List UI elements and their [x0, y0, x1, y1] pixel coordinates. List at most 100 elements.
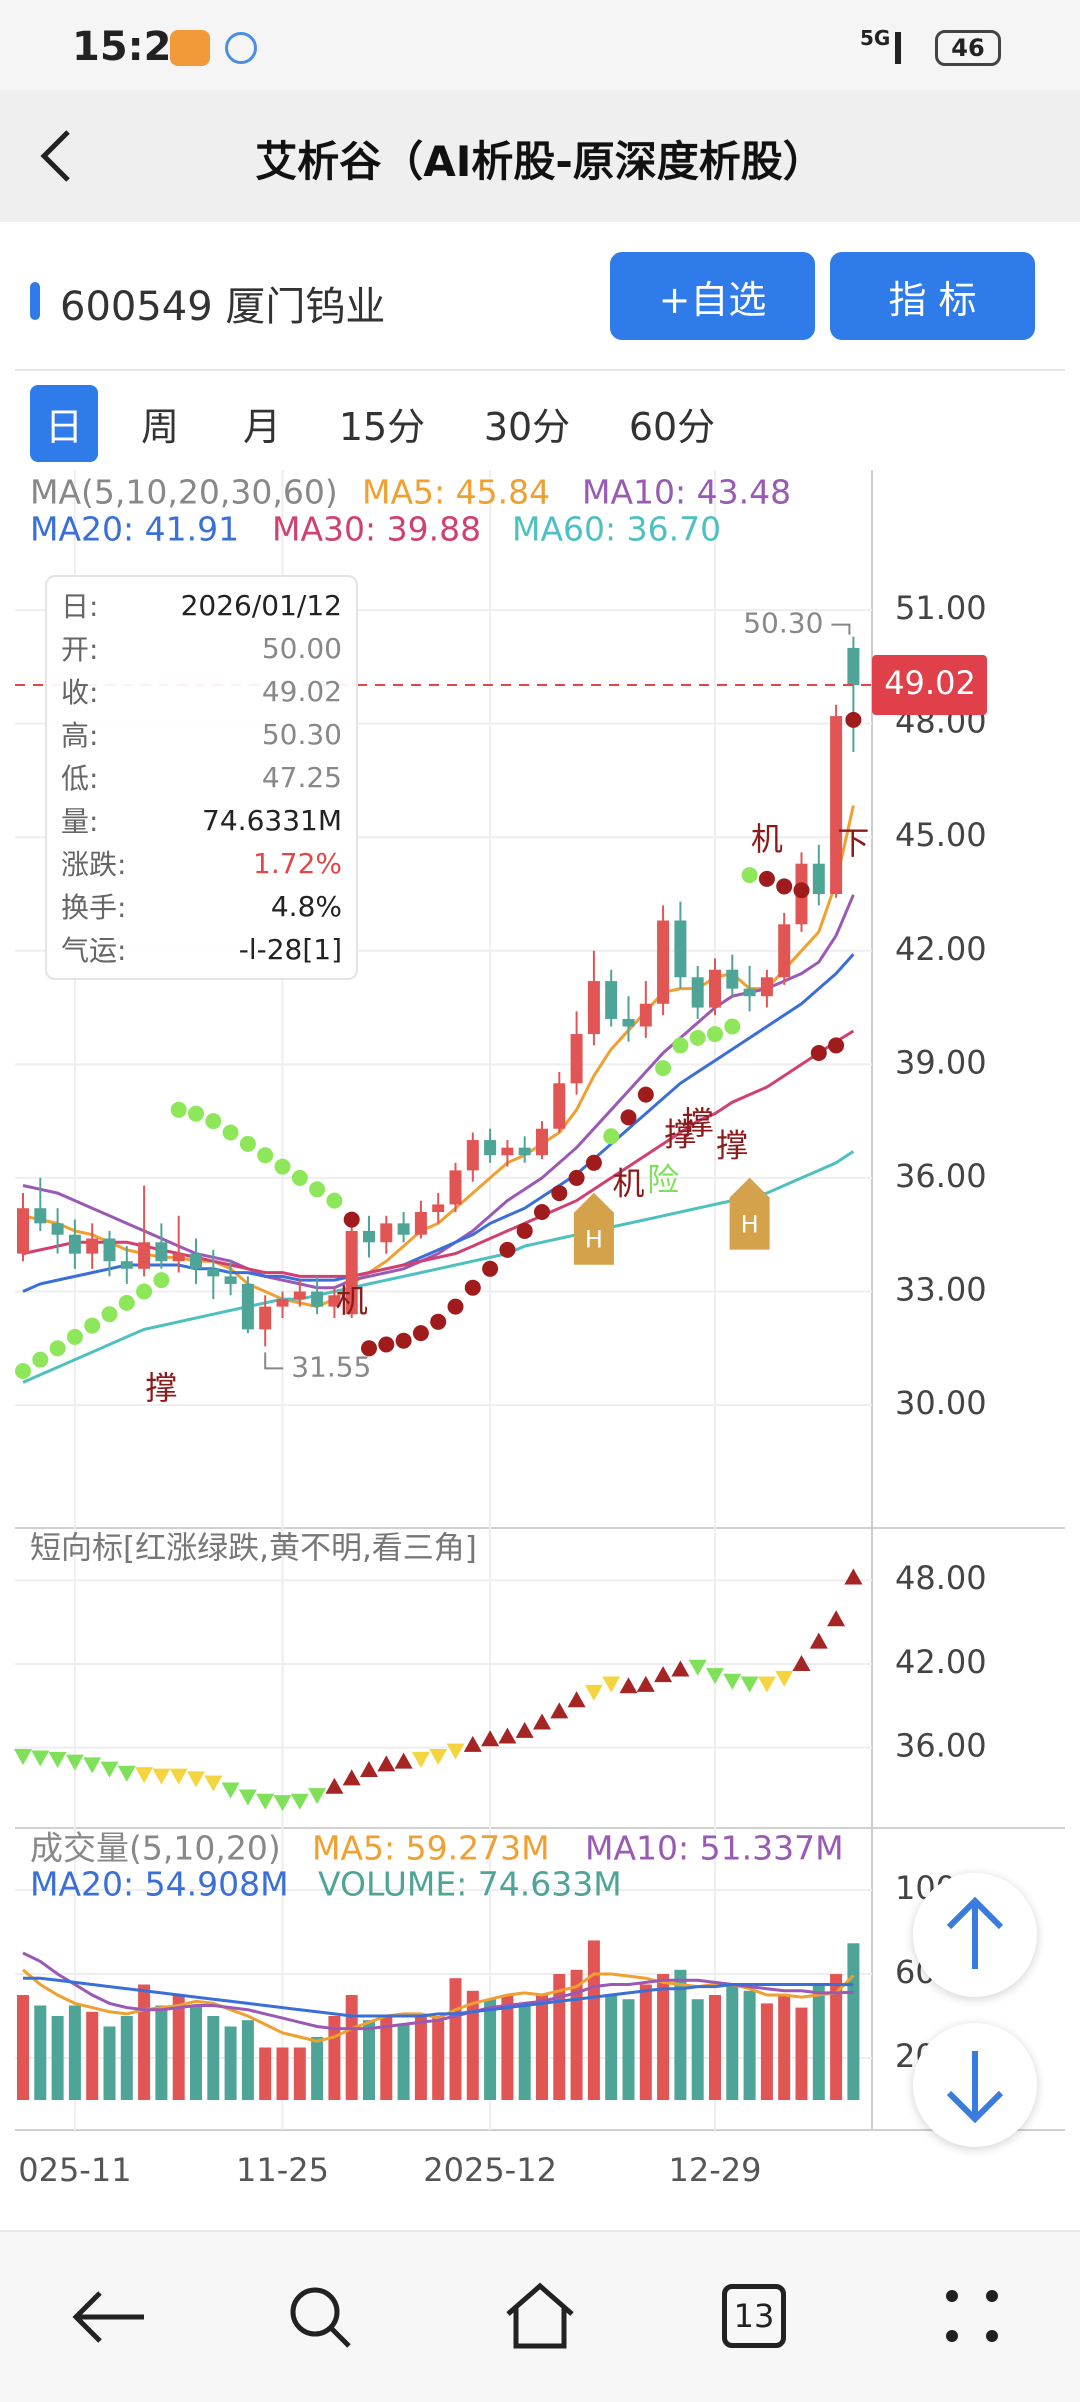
trend-triangle: [429, 1749, 448, 1766]
y-tick-label: 36.00: [895, 1727, 987, 1765]
candle-body: [103, 1238, 116, 1262]
trend-triangle: [688, 1659, 707, 1676]
volume-bar: [709, 1995, 721, 2100]
indicator-button[interactable]: 指 标: [830, 252, 1035, 340]
info-row: 收: 49.02: [61, 671, 342, 711]
trend-triangle: [636, 1675, 655, 1692]
trend-triangle: [740, 1676, 759, 1693]
legend-title: 成交量(5,10,20): [30, 1829, 281, 1868]
info-label: 低:: [61, 762, 99, 795]
signal-dot: [482, 1260, 499, 1277]
nav-menu[interactable]: [940, 2284, 1004, 2348]
volume-bar: [691, 1999, 704, 2100]
accent-bar: [30, 282, 40, 320]
tab[interactable]: 15分: [338, 405, 426, 449]
trend-triangle: [446, 1743, 465, 1760]
trend-triangle: [48, 1751, 67, 1768]
tab[interactable]: 月: [242, 405, 281, 449]
back-button[interactable]: [36, 128, 76, 184]
candle-body: [311, 1291, 324, 1307]
annotation: 下: [837, 824, 869, 862]
nav-back[interactable]: [70, 2287, 150, 2347]
candle-body: [241, 1283, 254, 1330]
x-tick-label: 025-11: [18, 2151, 131, 2189]
candle-body: [709, 969, 721, 1008]
trend-triangle: [135, 1767, 154, 1784]
signal-dot: [222, 1124, 239, 1141]
volume-bar: [847, 1943, 860, 2100]
candle-body: [449, 1170, 462, 1205]
status-bar: 15:24 5G 46: [0, 0, 1080, 90]
nav-tabs[interactable]: 13: [722, 2284, 786, 2348]
nav-home[interactable]: [500, 2280, 580, 2352]
network: 5G: [860, 26, 891, 50]
signal-dot: [257, 1147, 274, 1164]
nav-search[interactable]: [285, 2282, 355, 2352]
candle-body: [276, 1299, 289, 1307]
trend-triangle: [290, 1793, 309, 1810]
x-tick-label: 12-29: [669, 2151, 762, 2189]
candle-body: [51, 1223, 64, 1235]
candle-body: [743, 988, 756, 997]
tab[interactable]: 30分: [483, 405, 571, 449]
info-row: 量: 74.6331M: [61, 800, 342, 840]
signal-dot: [620, 1109, 637, 1126]
signal-dot: [205, 1113, 222, 1130]
signal-dot: [412, 1325, 429, 1342]
ma-line: [22, 1951, 854, 2031]
scroll-down-button[interactable]: [913, 2023, 1037, 2147]
tab[interactable]: 60分: [628, 405, 716, 449]
signal-dot: [361, 1340, 377, 1357]
y-tick-label: 42.00: [895, 930, 987, 968]
info-row: 换手: 4.8%: [61, 886, 342, 926]
volume-bar: [34, 2005, 47, 2100]
legend-item: MA30: 39.88: [272, 510, 481, 549]
candle-body: [414, 1212, 427, 1235]
volume-bar: [674, 1969, 687, 2100]
volume-bar: [570, 1969, 583, 2100]
signal-dot: [430, 1313, 447, 1330]
volume-bar: [68, 2005, 81, 2100]
signal-dot: [689, 1029, 706, 1046]
legend-item: MA5: 45.84: [362, 473, 550, 512]
info-value: -l-28[1]: [238, 932, 342, 966]
signal-dot: [741, 867, 758, 884]
y-tick-label: 39.00: [895, 1043, 987, 1081]
volume-bar: [657, 1974, 670, 2100]
high-arrow: [831, 623, 851, 635]
signal-dot: [655, 1060, 672, 1077]
info-value: 47.25: [261, 760, 342, 794]
tab[interactable]: 周: [140, 405, 179, 449]
candle-body: [207, 1268, 220, 1277]
tab[interactable]: 日: [30, 385, 98, 462]
h-tag-label: H: [741, 1211, 759, 1239]
volume-bar: [190, 2005, 202, 2100]
signal-dot: [585, 1154, 602, 1171]
info-label: 日:: [61, 590, 99, 623]
volume-bar: [380, 2016, 393, 2100]
trend-triangle: [342, 1769, 361, 1786]
annotation: 撑: [664, 1115, 696, 1153]
trend-triangle: [187, 1771, 205, 1788]
high-label: 50.30: [743, 607, 823, 640]
ma-line: [22, 1968, 855, 2043]
volume-bar: [795, 2007, 808, 2100]
x-tick-label: 2025-12: [423, 2151, 557, 2189]
trend-triangle: [619, 1677, 638, 1694]
volume-bar: [726, 1984, 739, 2100]
candle-body: [363, 1230, 375, 1243]
candle-body: [86, 1238, 99, 1254]
trend-triangle: [844, 1568, 863, 1585]
info-label: 高:: [61, 719, 99, 752]
annotation: 险: [647, 1161, 679, 1199]
info-label: 开:: [61, 633, 99, 666]
candle-body: [605, 981, 618, 1019]
trend-triangle: [481, 1730, 500, 1747]
signal-dot: [136, 1283, 153, 1300]
watchlist-button[interactable]: +自选: [610, 252, 815, 340]
legend-item: MA5: 59.273M: [312, 1829, 550, 1868]
scroll-up-button[interactable]: [913, 1873, 1037, 1997]
trend-triangle: [117, 1765, 136, 1782]
info-box: 日: 2026/01/12 开: 50.00 收: 49.02 高: 50.30 低: 47.25…: [45, 575, 358, 980]
